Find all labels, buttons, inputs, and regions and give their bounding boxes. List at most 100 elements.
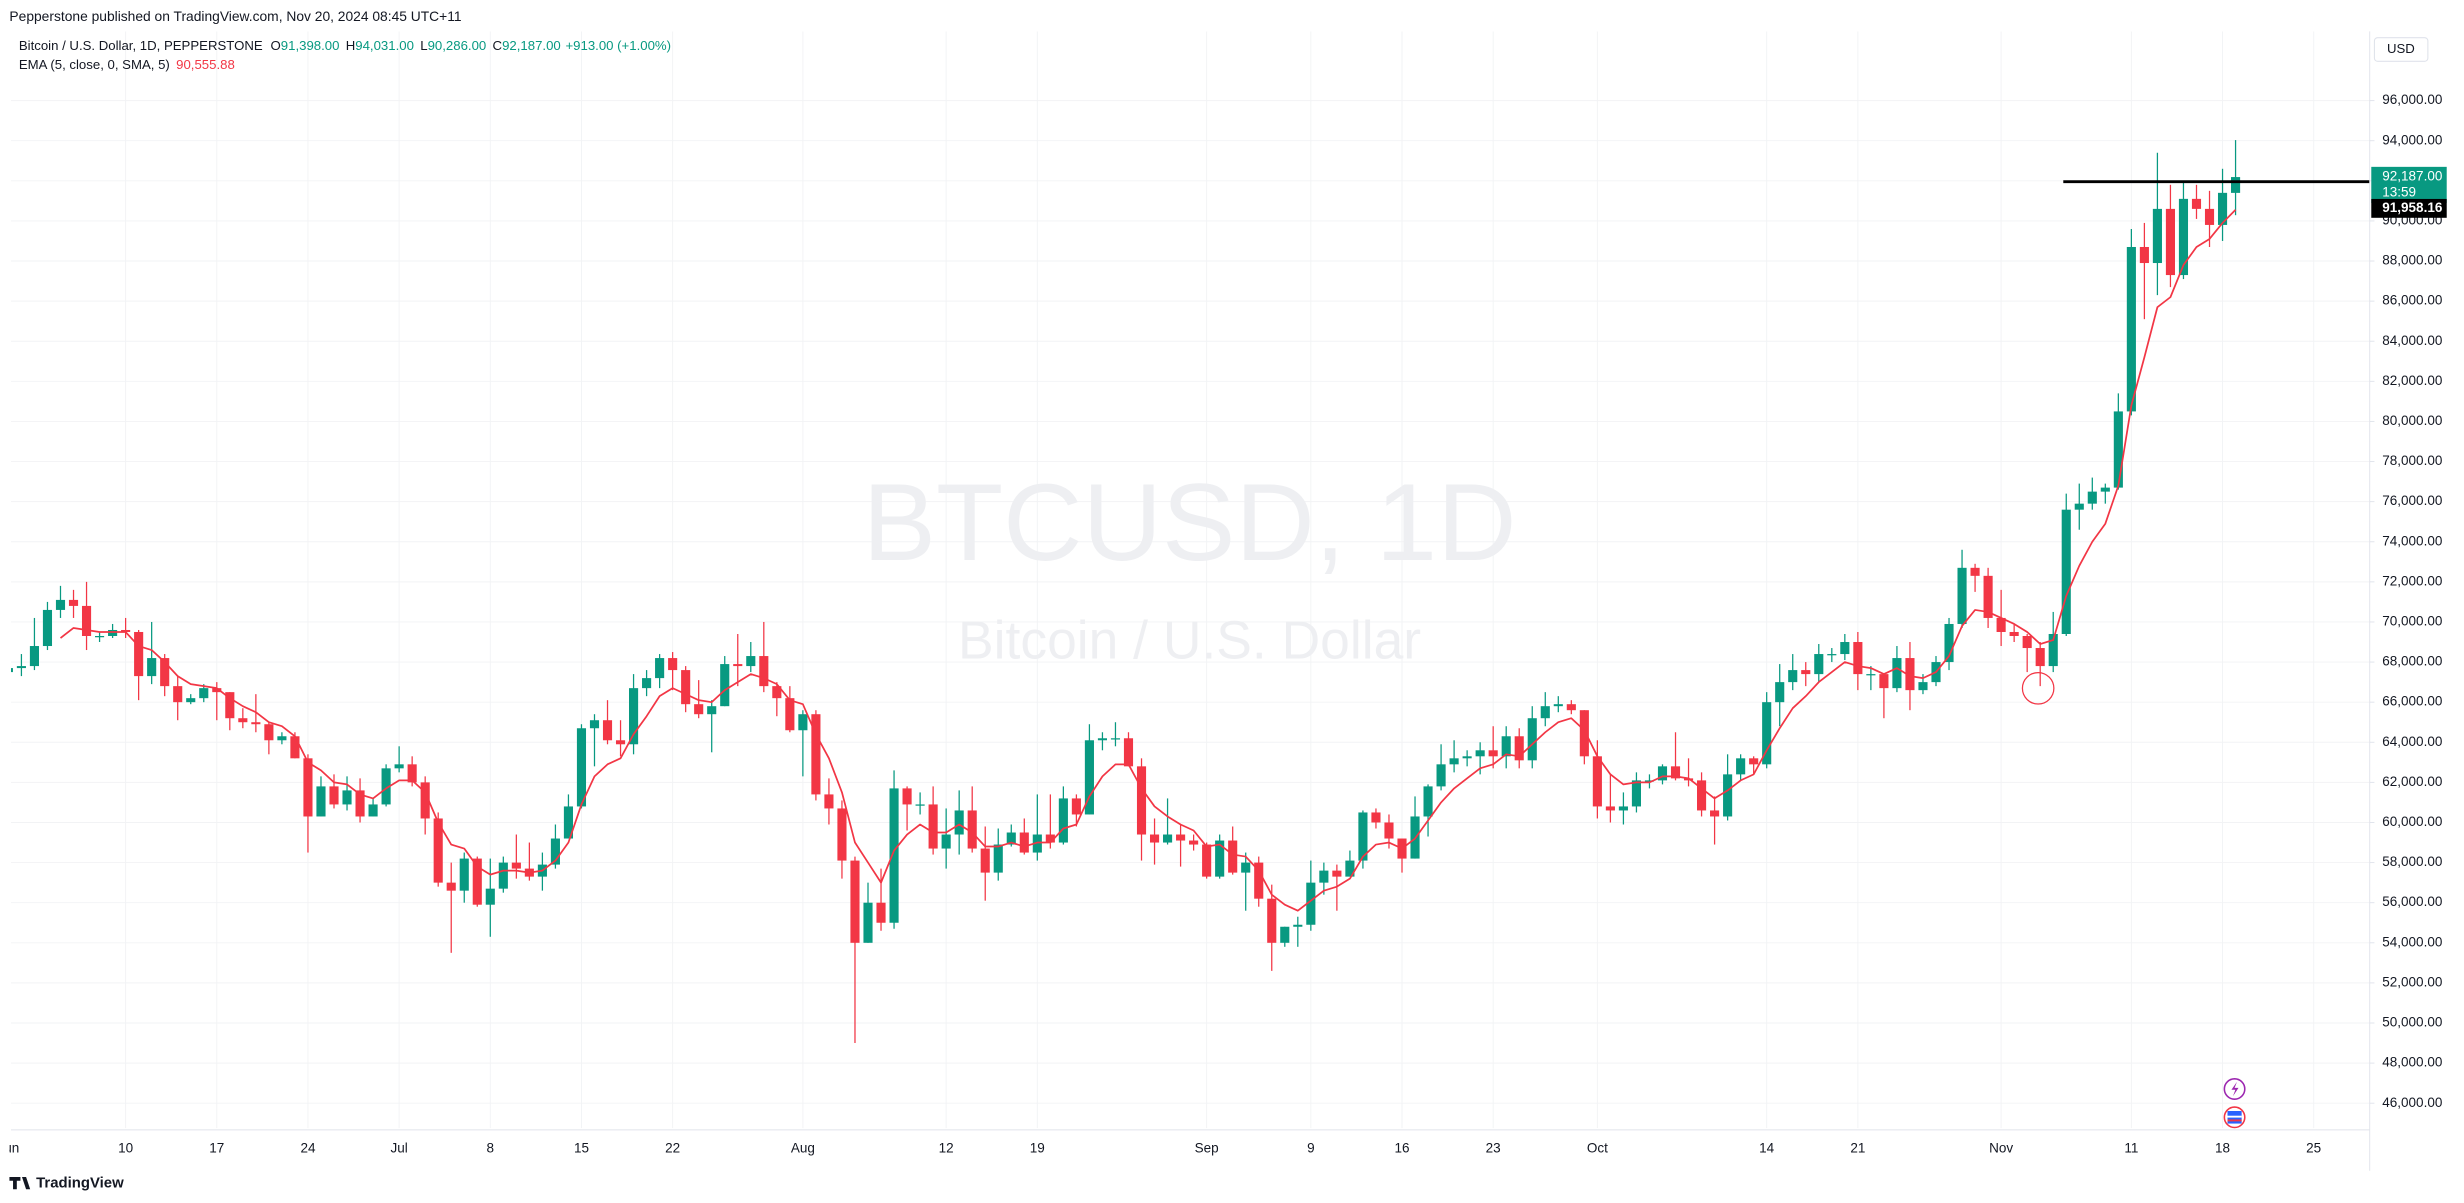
candle-body [81, 605, 92, 636]
candle-body [1045, 834, 1055, 843]
x-tick-label: Jun [0, 1140, 19, 1155]
x-tick-label: Oct [1587, 1140, 1608, 1155]
candle-body [1801, 670, 1811, 675]
candle-body [759, 656, 769, 687]
x-tick-label: 19 [1030, 1140, 1045, 1155]
watermark-symbol: BTCUSD, 1D [863, 461, 1517, 584]
candle-body [733, 664, 743, 667]
alert-icon[interactable] [2223, 1077, 2246, 1100]
candle-body [1853, 642, 1863, 675]
candle-body [1514, 736, 1524, 761]
candle-body [251, 722, 261, 725]
flag-stripe[interactable] [2227, 1119, 2242, 1122]
candle-body [602, 720, 613, 741]
candle-body [316, 786, 326, 817]
candle-body [95, 635, 105, 638]
logo-mark [9, 1176, 31, 1190]
candle-body [1631, 780, 1642, 807]
candle-body [1996, 617, 2006, 632]
candle-body [1110, 738, 1121, 740]
y-tick-label: 86,000.00 [2382, 293, 2442, 308]
candle-body [1306, 882, 1316, 925]
candle-body [1553, 704, 1563, 707]
currency-label[interactable]: USD [2387, 41, 2415, 56]
candle-body [1358, 812, 1368, 861]
y-tick-label: 84,000.00 [2382, 333, 2442, 348]
candle-body [1762, 702, 1772, 765]
countdown-label: 13:59 [2382, 184, 2416, 199]
candle-body [2100, 487, 2110, 492]
x-tick-label: 23 [1486, 1140, 1501, 1155]
ohlc-key: H [346, 39, 356, 54]
indicator-legend: EMA (5, close, 0, SMA, 5) 90,555.88 [19, 57, 235, 72]
hline-price-box [2371, 198, 2447, 218]
candle-body [1592, 756, 1602, 807]
candle-body [772, 686, 782, 699]
currency-box[interactable] [2373, 37, 2429, 62]
candle-body [2178, 198, 2189, 276]
indicator-value: 90,555.88 [176, 57, 235, 72]
candle-body [42, 609, 53, 647]
candle-body [889, 788, 899, 923]
candle-body [1267, 898, 1277, 943]
y-tick-label: 76,000.00 [2382, 493, 2442, 508]
candle-body [485, 888, 495, 905]
x-tick-label: 18 [2215, 1140, 2230, 1155]
candle-body [368, 804, 378, 817]
flag-stripe[interactable] [2227, 1115, 2242, 1118]
candle-body [55, 599, 66, 610]
alert-bolt[interactable] [2231, 1081, 2239, 1097]
candle-body [837, 808, 847, 861]
candle-body [303, 758, 313, 817]
candle-body [915, 804, 925, 806]
candle-body [2204, 208, 2215, 225]
events-icon[interactable] [2223, 1106, 2246, 1129]
candle-body [160, 658, 170, 687]
x-tick-label: 15 [574, 1140, 589, 1155]
x-tick-label: Sep [1195, 1140, 1219, 1155]
candle-body [824, 794, 834, 809]
candle-body [615, 740, 626, 745]
candle-body [1032, 834, 1042, 853]
candle-body [2165, 208, 2175, 276]
change-value: +913.00 (+1.00%) [565, 39, 671, 54]
candle-body [1827, 654, 1837, 656]
candle-body [1149, 834, 1160, 843]
candle-body [472, 858, 482, 905]
x-tick-label: 12 [939, 1140, 954, 1155]
candle-body [694, 704, 704, 715]
candle-body [420, 782, 430, 819]
candle-body [1957, 567, 1967, 624]
candle-body [238, 718, 248, 723]
y-tick-label: 48,000.00 [2382, 1055, 2442, 1070]
x-tick-label: Jul [390, 1140, 407, 1155]
candle-body [1071, 798, 1081, 815]
candle-body [2191, 198, 2202, 209]
candle-body [394, 764, 404, 769]
x-tick-label: 11 [2124, 1140, 2138, 1155]
candle-body [850, 860, 860, 943]
candle-body [1241, 862, 1251, 873]
candle-body [1123, 738, 1134, 767]
y-tick-label: 66,000.00 [2382, 694, 2442, 709]
candle-body [629, 688, 639, 745]
candle-body [1163, 834, 1173, 843]
candle-body [1280, 926, 1290, 943]
x-tick-label: 14 [1759, 1140, 1775, 1155]
candle-body [1644, 780, 1655, 782]
candle-body [1605, 806, 1615, 811]
candle-body [355, 790, 365, 817]
candle-body [1449, 758, 1459, 765]
candle-body [1189, 840, 1199, 845]
candle-body [589, 720, 600, 729]
candle-body [993, 844, 1003, 873]
candle-body [1618, 806, 1628, 811]
y-tick-label: 74,000.00 [2382, 533, 2442, 548]
candle-body [134, 631, 144, 677]
candle-body [498, 862, 508, 889]
candle-body [811, 714, 821, 795]
indicator-name: EMA (5, close, 0, SMA, 5) [19, 57, 170, 72]
candle-body [1970, 567, 1980, 576]
candle-body [511, 862, 521, 869]
candle-body [1866, 674, 1876, 676]
